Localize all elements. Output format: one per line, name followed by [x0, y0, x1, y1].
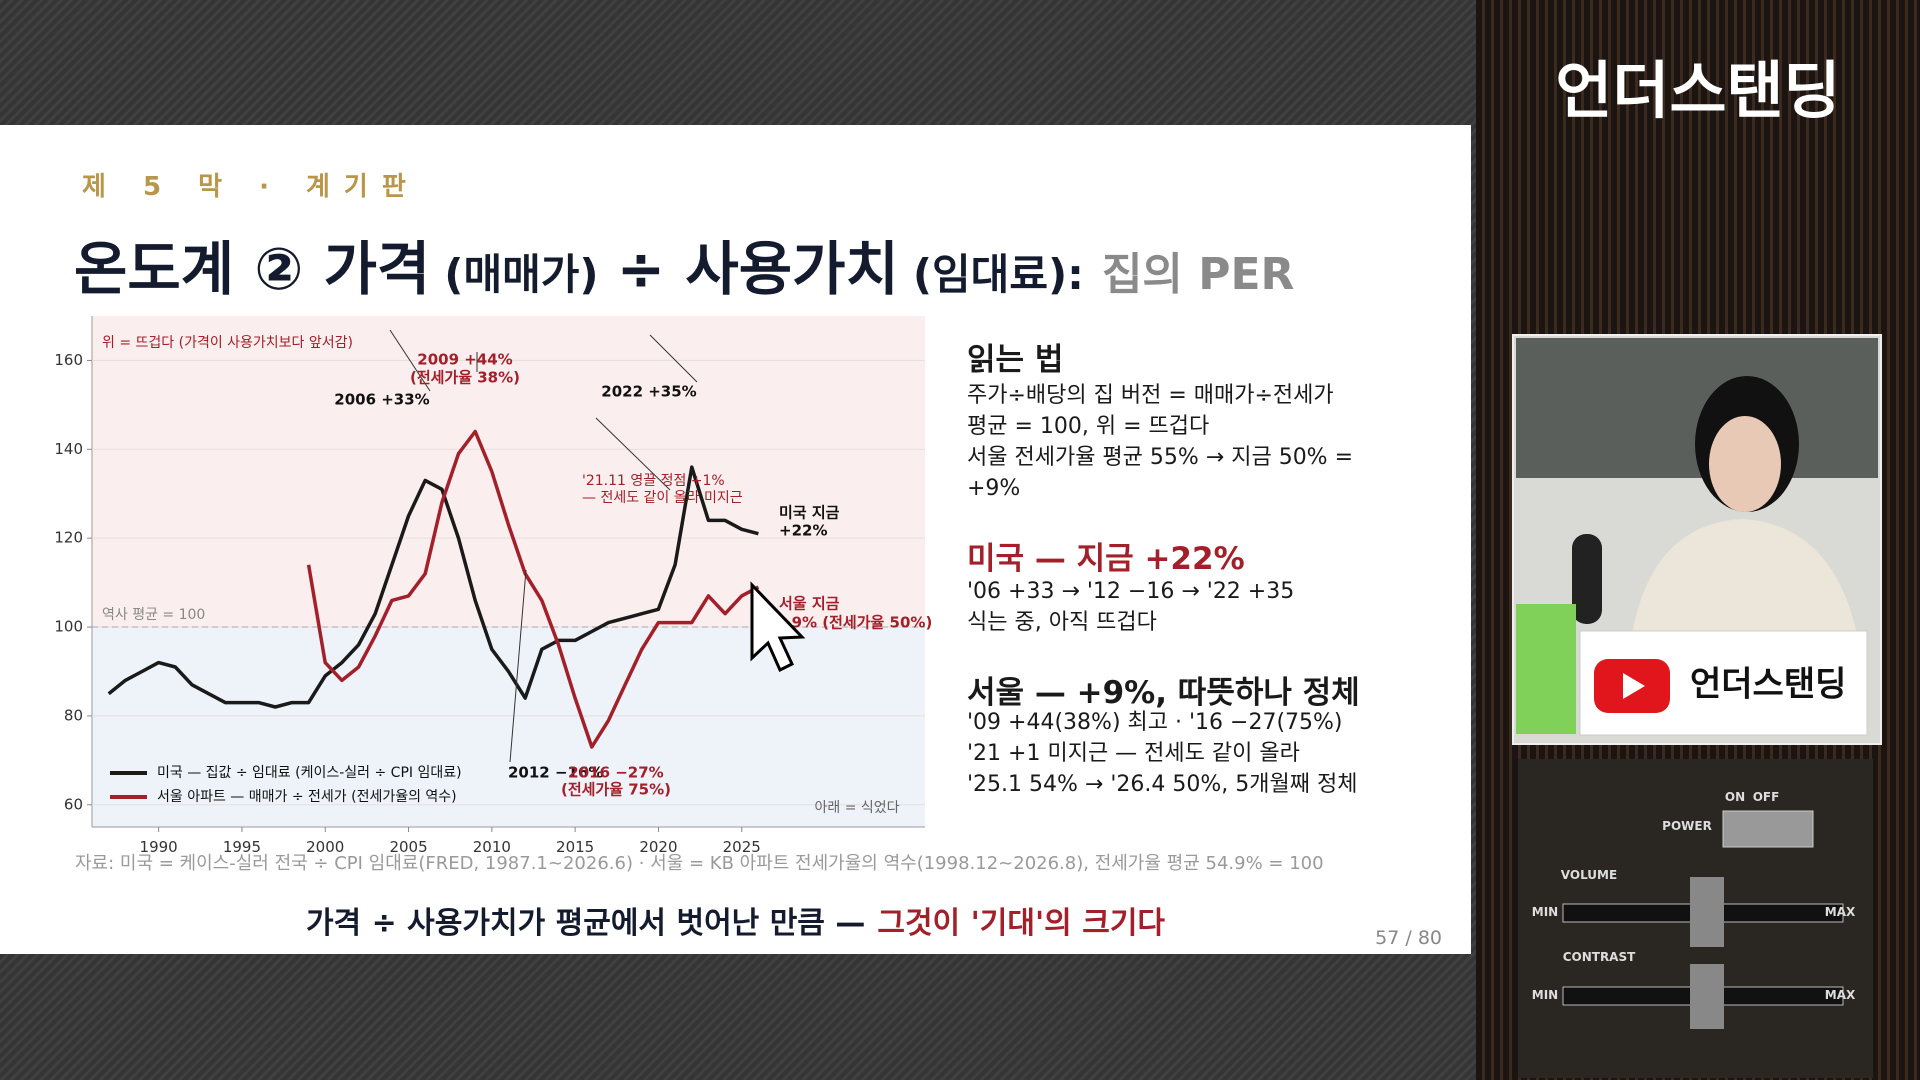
annotation: 2009 +44%	[417, 351, 512, 369]
annotation: +9% (전세가율 50%)	[779, 614, 932, 632]
x-tick-label: 1990	[140, 838, 178, 856]
mouse-cursor	[750, 581, 806, 673]
y-tick-label: 60	[64, 795, 83, 813]
annotation: 2016 −27%	[568, 764, 663, 782]
x-tick-label: 2010	[473, 838, 511, 856]
section-body: '06 +33 → '12 −16 → '22 +35 식는 중, 아직 뜨겁다	[967, 576, 1294, 638]
annotation: 아래 = 식었다	[814, 800, 899, 816]
x-tick-label: 2025	[723, 838, 761, 856]
text-line: 식는 중, 아직 뜨겁다	[967, 610, 1157, 635]
text-line: 주가÷배당의 집 버전 = 매매가÷전세가	[967, 383, 1334, 408]
volume-knob[interactable]	[1690, 877, 1724, 947]
panel-label: MIN	[1532, 988, 1558, 1002]
title-part: (임대료):	[912, 250, 1084, 299]
section-body: 주가÷배당의 집 버전 = 매매가÷전세가 평균 = 100, 위 = 뜨겁다 …	[967, 380, 1397, 504]
title-part: ÷ 사용가치	[616, 235, 899, 303]
play-icon	[1623, 673, 1645, 699]
takeaway-highlight: 그것이 '기대'의 크기다	[877, 906, 1166, 941]
channel-name: 언더스탠딩	[1555, 54, 1841, 127]
annotation: 역사 평균 = 100	[102, 607, 205, 623]
takeaway: 가격 ÷ 사용가치가 평균에서 벗어난 만큼 — 그것이 '기대'의 크기다	[0, 898, 1471, 942]
panel-label: CONTRAST	[1563, 950, 1636, 964]
panel-label: MIN	[1532, 905, 1558, 919]
text-line: '21 +1 미지근 — 전세도 같이 올라	[967, 741, 1300, 766]
y-tick-label: 100	[54, 618, 83, 636]
panel-label: MAX	[1825, 905, 1856, 919]
annotation: 서울 지금	[779, 595, 840, 613]
takeaway-text: 가격 ÷ 사용가치가 평균에서 벗어난 만큼 —	[305, 906, 866, 941]
leader-line	[509, 569, 527, 763]
panel-label: MAX	[1825, 988, 1856, 1002]
y-tick-label: 160	[54, 351, 83, 369]
annotation: 2012 −16%	[508, 764, 603, 782]
contrast-knob[interactable]	[1690, 964, 1724, 1029]
badge-text: 언더스탠딩	[1690, 665, 1846, 705]
y-tick-label: 140	[54, 440, 83, 458]
chart: 60 80 100 120 140 160 1990 1995 2000 2005 2010 2015…	[54, 316, 932, 856]
annotation: (전세가율 75%)	[561, 781, 671, 799]
leader-line	[595, 417, 671, 491]
annotation: (전세가율 38%)	[410, 369, 520, 387]
y-tick-label: 80	[64, 706, 83, 724]
leader-line	[649, 334, 698, 383]
annotation: 2006 +33%	[334, 391, 429, 409]
y-tick-label: 120	[54, 529, 83, 547]
annotation: 2022 +35%	[601, 383, 696, 401]
series-line	[107, 465, 759, 709]
text-line: 서울 전세가율 평균 55% → 지금 50% = +9%	[967, 445, 1354, 501]
slide-title: 온도계 ② 가격 (매매가) ÷ 사용가치 (임대료): 집의 PER	[74, 222, 1308, 306]
series-line	[306, 429, 760, 749]
source-note: 자료: 미국 = 케이스-실러 전국 ÷ CPI 임대료(FRED, 1987.…	[75, 853, 1324, 874]
person-face	[1709, 416, 1781, 512]
section-body: '09 +44(38%) 최고 · '16 −27(75%) '21 +1 미지…	[967, 707, 1357, 800]
hot-zone	[92, 316, 925, 628]
book	[1516, 604, 1576, 734]
text-line: '09 +44(38%) 최고 · '16 −27(75%)	[967, 710, 1343, 735]
kicker: 제 5 막 · 계기판	[82, 172, 420, 202]
panel-label: POWER	[1662, 819, 1712, 833]
annotation: 위 = 뜨겁다 (가격이 사용가치보다 앞서감)	[102, 335, 353, 351]
webcam: 언더스탠딩	[1512, 334, 1882, 745]
page-number: 57 / 80	[1375, 927, 1442, 949]
power-switch[interactable]	[1722, 810, 1814, 848]
x-tick-label: 2015	[556, 838, 594, 856]
annotation: +22%	[779, 522, 827, 540]
title-part: 온도계 ② 가격	[74, 235, 431, 303]
annotation: '21.11 영끌 정점 +1%	[582, 473, 725, 489]
title-part: 집의 PER	[1101, 249, 1295, 300]
section-heading: 읽는 법	[967, 342, 1064, 378]
panel-label: VOLUME	[1561, 868, 1617, 882]
title-part: (매매가)	[444, 250, 599, 299]
x-tick-label: 2005	[389, 838, 427, 856]
x-tick-label: 2020	[639, 838, 677, 856]
control-panel: ON OFF POWER VOLUME MIN MAX CONTRAST MIN MAX	[1518, 759, 1873, 1078]
section-heading: 미국 — 지금 +22%	[967, 541, 1245, 577]
panel-label: OFF	[1753, 790, 1780, 804]
x-tick-label: 1995	[223, 838, 261, 856]
panel-label: ON	[1725, 790, 1745, 804]
text-line: '06 +33 → '12 −16 → '22 +35	[967, 579, 1295, 604]
x-tick-label: 2000	[306, 838, 344, 856]
legend-label: 미국 — 집값 ÷ 임대료 (케이스-실러 ÷ CPI 임대료)	[157, 765, 462, 781]
text-line: '25.1 54% → '26.4 50%, 5개월째 정체	[967, 772, 1358, 797]
annotation: — 전세도 같이 올라 미지근	[582, 490, 743, 506]
legend-label: 서울 아파트 — 매매가 ÷ 전세가 (전세가율의 역수)	[157, 789, 457, 805]
text-line: 평균 = 100, 위 = 뜨겁다	[967, 414, 1210, 439]
leader-line	[389, 329, 431, 392]
annotation: 미국 지금	[779, 504, 840, 522]
person-body	[1632, 519, 1857, 634]
microphone	[1572, 534, 1602, 624]
section-heading: 서울 — +9%, 따뜻하나 정체	[967, 675, 1360, 711]
